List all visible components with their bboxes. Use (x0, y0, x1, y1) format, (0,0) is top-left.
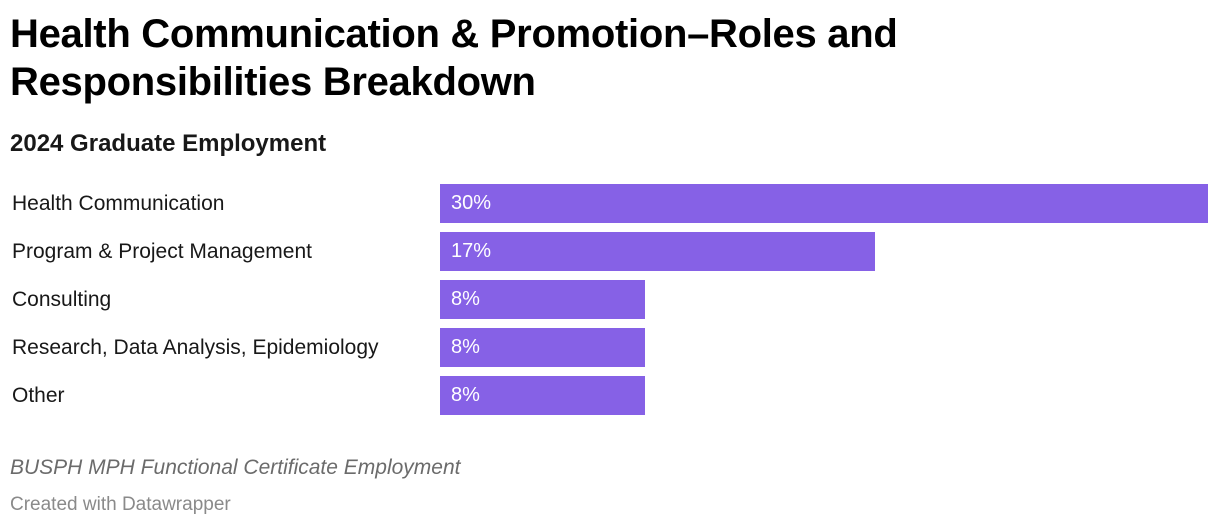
chart-title: Health Communication & Promotion–Roles a… (10, 12, 898, 104)
bar-chart: Health Communication 30% Program & Proje… (0, 184, 1220, 424)
bar: 8% (440, 328, 645, 367)
bar-value-label: 30% (451, 192, 492, 214)
chart-subtitle: 2024 Graduate Employment (10, 130, 327, 157)
bar-value-label: 17% (451, 240, 492, 262)
bar-row: Program & Project Management 17% (0, 232, 1220, 271)
datawrapper-credit: Created with Datawrapper (10, 494, 231, 515)
bar-value-label: 8% (451, 384, 480, 406)
bar-row: Health Communication 30% (0, 184, 1220, 223)
bar: 17% (440, 232, 875, 271)
chart-notes: BUSPH MPH Functional Certificate Employm… (10, 456, 461, 479)
bar-category-label: Other (12, 384, 65, 407)
bar-category-label: Research, Data Analysis, Epidemiology (12, 336, 379, 359)
bar: 8% (440, 280, 645, 319)
bar-category-label: Program & Project Management (12, 240, 312, 263)
bar-value-label: 8% (451, 288, 480, 310)
bar-value-label: 8% (451, 336, 480, 358)
bar-row: Research, Data Analysis, Epidemiology 8% (0, 328, 1220, 367)
bar-row: Consulting 8% (0, 280, 1220, 319)
bar-category-label: Health Communication (12, 192, 225, 215)
bar: 30% (440, 184, 1208, 223)
bar: 8% (440, 376, 645, 415)
bar-category-label: Consulting (12, 288, 112, 311)
bar-row: Other 8% (0, 376, 1220, 415)
